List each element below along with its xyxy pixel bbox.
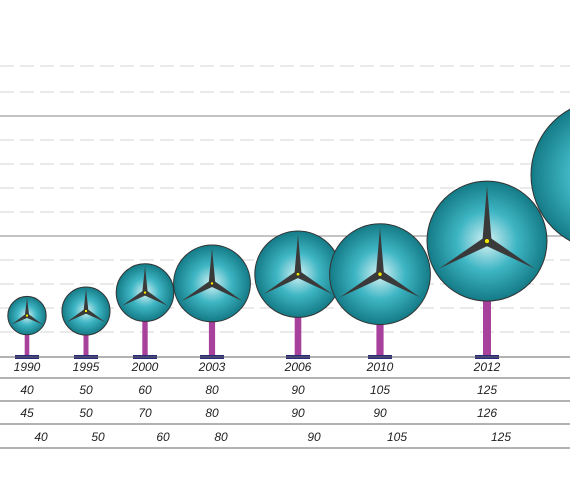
table-values: 1990404540199550505020006070602003808080… [14,360,512,444]
turbine-blade [181,280,214,302]
rotor-disc [530,108,570,242]
row3-value: 80 [214,430,228,444]
turbine-hub [377,271,383,277]
row3-value: 125 [491,430,511,444]
row3-value: 105 [387,430,407,444]
turbine-blade [294,234,302,275]
year-label: 2012 [473,360,501,374]
turbine-blade [122,290,147,306]
year-label: 1995 [73,360,100,374]
row1-value: 50 [79,383,93,397]
turbine-1995 [61,286,111,359]
turbine-2006 [254,230,342,359]
row1-value: 125 [477,383,497,397]
turbine-blade [375,227,385,275]
turbine-blade [339,270,383,298]
turbine-2012 [426,180,548,359]
turbine-blade [263,271,300,295]
turbine-blade [482,185,492,242]
row1-value: 60 [138,383,152,397]
turbine-1990 [7,295,47,359]
turbine-blade [25,313,43,325]
row1-value: 105 [370,383,390,397]
row3-value: 90 [307,430,321,444]
turbine-blade [377,270,421,298]
turbine-blade [296,271,333,295]
turbine-hub [25,313,29,318]
row2-value: 126 [477,406,497,420]
turbine-hub [484,238,490,244]
turbine-2003 [173,244,251,359]
turbine-hub [143,290,147,295]
turbines [7,180,548,359]
row1-value: 90 [291,383,305,397]
year-label: 1990 [14,360,41,374]
turbine-partial-right [530,108,570,242]
row2-value: 90 [373,406,387,420]
turbine-2010 [329,223,431,359]
row2-value: 80 [205,406,219,420]
year-label: 2003 [198,360,226,374]
turbine-blade [439,237,490,269]
turbine-blade [11,313,29,325]
turbine-2000 [115,263,175,359]
row2-value: 90 [291,406,305,420]
turbine-blade [143,290,168,306]
turbine-blade [484,237,535,269]
year-label: 2010 [366,360,394,374]
year-label: 2006 [284,360,312,374]
row2-value: 45 [20,406,34,420]
row3-value: 40 [34,430,48,444]
turbine-blade [142,266,148,293]
row2-value: 70 [138,406,152,420]
turbine-blade [24,297,30,316]
turbine-blade [66,308,88,323]
year-label: 2000 [131,360,159,374]
turbine-blade [210,280,243,302]
data-table [0,356,570,449]
row3-value: 50 [91,430,105,444]
turbine-blade [83,288,89,311]
row1-value: 80 [205,383,219,397]
turbine-hub [296,272,300,277]
row2-value: 50 [79,406,93,420]
turbine-hub [84,309,88,313]
turbine-tower [142,292,148,355]
row3-value: 60 [156,430,170,444]
turbine-hub [210,281,214,286]
turbine-blade [208,248,216,284]
turbine-blade [84,308,106,323]
row1-value: 40 [20,383,34,397]
